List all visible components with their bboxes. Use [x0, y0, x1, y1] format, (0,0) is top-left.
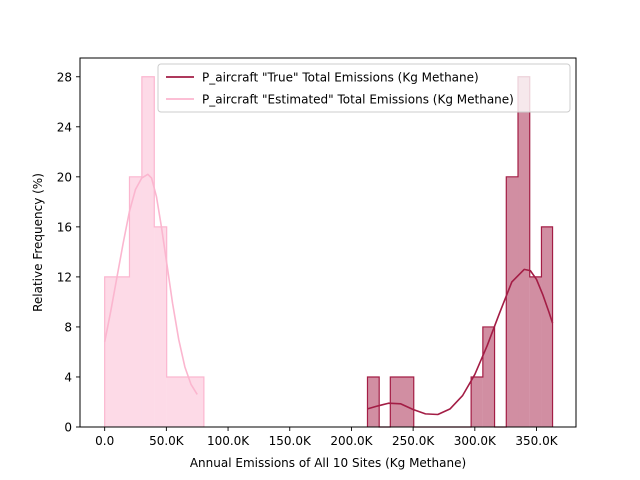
- legend-box: [157, 63, 571, 113]
- y-axis-ticks: 0 4 8 12 16 20 24 28: [57, 70, 80, 435]
- x-tick-label: 200.0K: [330, 434, 373, 448]
- true-histogram-bar: [471, 376, 483, 427]
- y-tick-label: 16: [57, 220, 72, 234]
- estimated-histogram-bar: [166, 376, 204, 427]
- kde-curves: [103, 173, 554, 416]
- true-histogram-bar: [390, 376, 414, 427]
- y-tick-label: 20: [57, 170, 72, 184]
- x-tick-label: 300.0K: [454, 434, 497, 448]
- true-histogram-bar: [506, 176, 519, 427]
- true-histogram-bar: [367, 376, 380, 427]
- estimated-kde-line: [103, 173, 198, 395]
- y-tick-label: 4: [64, 370, 72, 384]
- axes-frame: [79, 57, 577, 428]
- true-histogram-bar: [529, 276, 542, 427]
- legend: P_aircraft "True" Total Emissions (Kg Me…: [157, 63, 571, 113]
- x-axis-label: Annual Emissions of All 10 Sites (Kg Met…: [190, 456, 466, 470]
- estimated-histogram-bar: [141, 76, 155, 428]
- true-histogram: [366, 76, 554, 428]
- y-tick-label: 12: [57, 270, 72, 284]
- x-tick-label: 350.0K: [515, 434, 558, 448]
- x-axis-ticks: 0.0 50.0K 100.0K 150.0K 200.0K 250.0K 300.0K 35…: [95, 427, 559, 448]
- legend-label-1: P_aircraft "Estimated" Total Emissions (…: [202, 93, 514, 107]
- true-kde-line: [367, 268, 554, 416]
- x-tick-label: 100.0K: [207, 434, 250, 448]
- estimated-histogram-bar: [104, 276, 130, 427]
- x-tick-label: 150.0K: [269, 434, 312, 448]
- y-tick-label: 28: [57, 70, 72, 84]
- legend-label-0: P_aircraft "True" Total Emissions (Kg Me…: [202, 71, 479, 85]
- estimated-histogram-bar: [129, 176, 142, 427]
- x-tick-label: 250.0K: [392, 434, 435, 448]
- y-tick-label: 8: [64, 320, 72, 334]
- x-tick-label: 50.0K: [149, 434, 185, 448]
- estimated-histogram-bar: [154, 226, 167, 427]
- y-tick-label: 24: [57, 120, 72, 134]
- estimated-histogram-outline: [104, 76, 205, 427]
- true-histogram-bar: [541, 226, 553, 427]
- true-histogram-bar: [482, 326, 495, 427]
- y-tick-label: 0: [64, 421, 72, 435]
- true-histogram-bar: [518, 76, 530, 428]
- x-tick-label: 0.0: [95, 434, 114, 448]
- estimated-histogram: [104, 76, 205, 428]
- y-axis-label: Relative Frequency (%): [31, 173, 45, 312]
